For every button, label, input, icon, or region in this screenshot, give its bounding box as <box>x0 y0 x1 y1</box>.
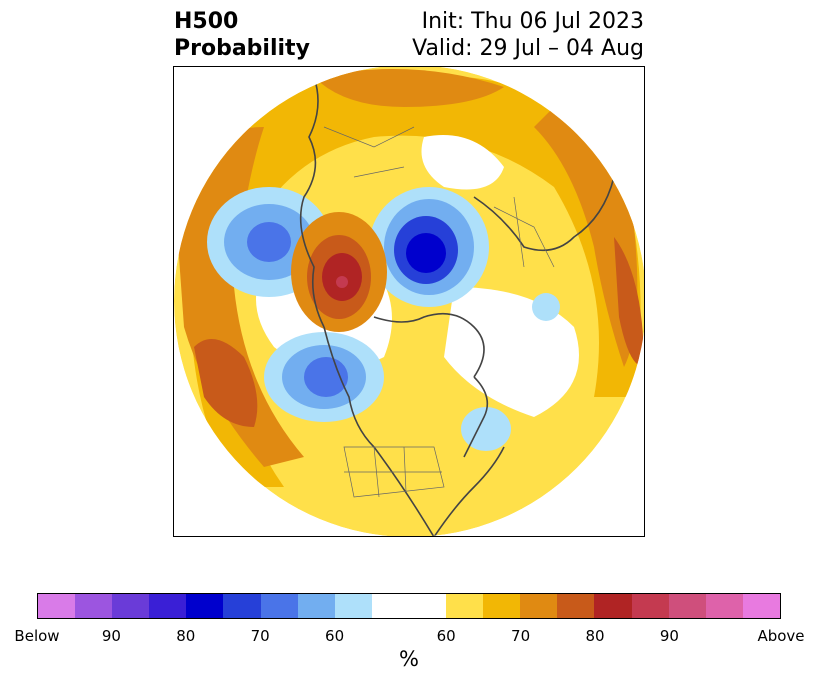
colorbar-above-3 <box>557 594 595 618</box>
colorbar-above-5 <box>631 594 669 618</box>
probability-field <box>174 67 644 536</box>
colorbar-tick-label: 60 <box>436 627 456 645</box>
colorbar-above-4 <box>594 594 632 618</box>
colorbar-above-8 <box>742 594 780 618</box>
above-80-west <box>194 339 258 427</box>
below-90-siberia <box>406 233 446 273</box>
colorbar-tick-label: 70 <box>511 627 531 645</box>
colorbar-below-6 <box>260 594 298 618</box>
colorbar <box>37 593 781 619</box>
colorbar-tick-label: Above <box>757 627 805 645</box>
below-80-mideast <box>304 357 348 397</box>
above-70-north <box>314 69 504 107</box>
title-variable: H500 <box>174 9 239 34</box>
colorbar-tick-label: 90 <box>659 627 679 645</box>
colorbar-above-2 <box>520 594 558 618</box>
colorbar-below-2 <box>112 594 150 618</box>
map-title-left: H500 Probability <box>174 8 310 62</box>
neutral-north <box>421 135 504 190</box>
colorbar-neutral <box>371 594 447 618</box>
colorbar-tick-label: 90 <box>101 627 121 645</box>
colorbar-below-7 <box>297 594 335 618</box>
above-80-east <box>614 237 644 367</box>
colorbar-below-3 <box>149 594 187 618</box>
init-date: Init: Thu 06 Jul 2023 <box>421 9 644 34</box>
colorbar-tick-label: Below <box>14 627 60 645</box>
colorbar-above-1 <box>483 594 521 618</box>
coastlines <box>299 76 615 536</box>
below-60-atlantic <box>461 407 511 451</box>
colorbar-below-5 <box>223 594 261 618</box>
colorbar-below-1 <box>75 594 113 618</box>
colorbar-tick-label: 80 <box>176 627 196 645</box>
polar-map <box>173 66 645 537</box>
colorbar-below-4 <box>186 594 224 618</box>
map-title-right: Init: Thu 06 Jul 2023 Valid: 29 Jul – 04… <box>412 8 644 62</box>
colorbar-above-7 <box>705 594 743 618</box>
colorbar-above-6 <box>668 594 706 618</box>
colorbar-tick-label: 70 <box>250 627 270 645</box>
colorbar-unit-label: % <box>399 647 419 671</box>
colorbar-above-0 <box>446 594 484 618</box>
colorbar-below-8 <box>334 594 372 618</box>
colorbar-below-0 <box>38 594 76 618</box>
valid-range: Valid: 29 Jul – 04 Aug <box>412 36 644 61</box>
colorbar-tick-label: 60 <box>325 627 345 645</box>
above-max-asia <box>336 276 348 288</box>
below-80-pacific <box>247 222 291 262</box>
title-type: Probability <box>174 36 310 61</box>
borders <box>323 126 555 498</box>
colorbar-tick-label: 80 <box>585 627 605 645</box>
below-60-east <box>532 293 560 321</box>
